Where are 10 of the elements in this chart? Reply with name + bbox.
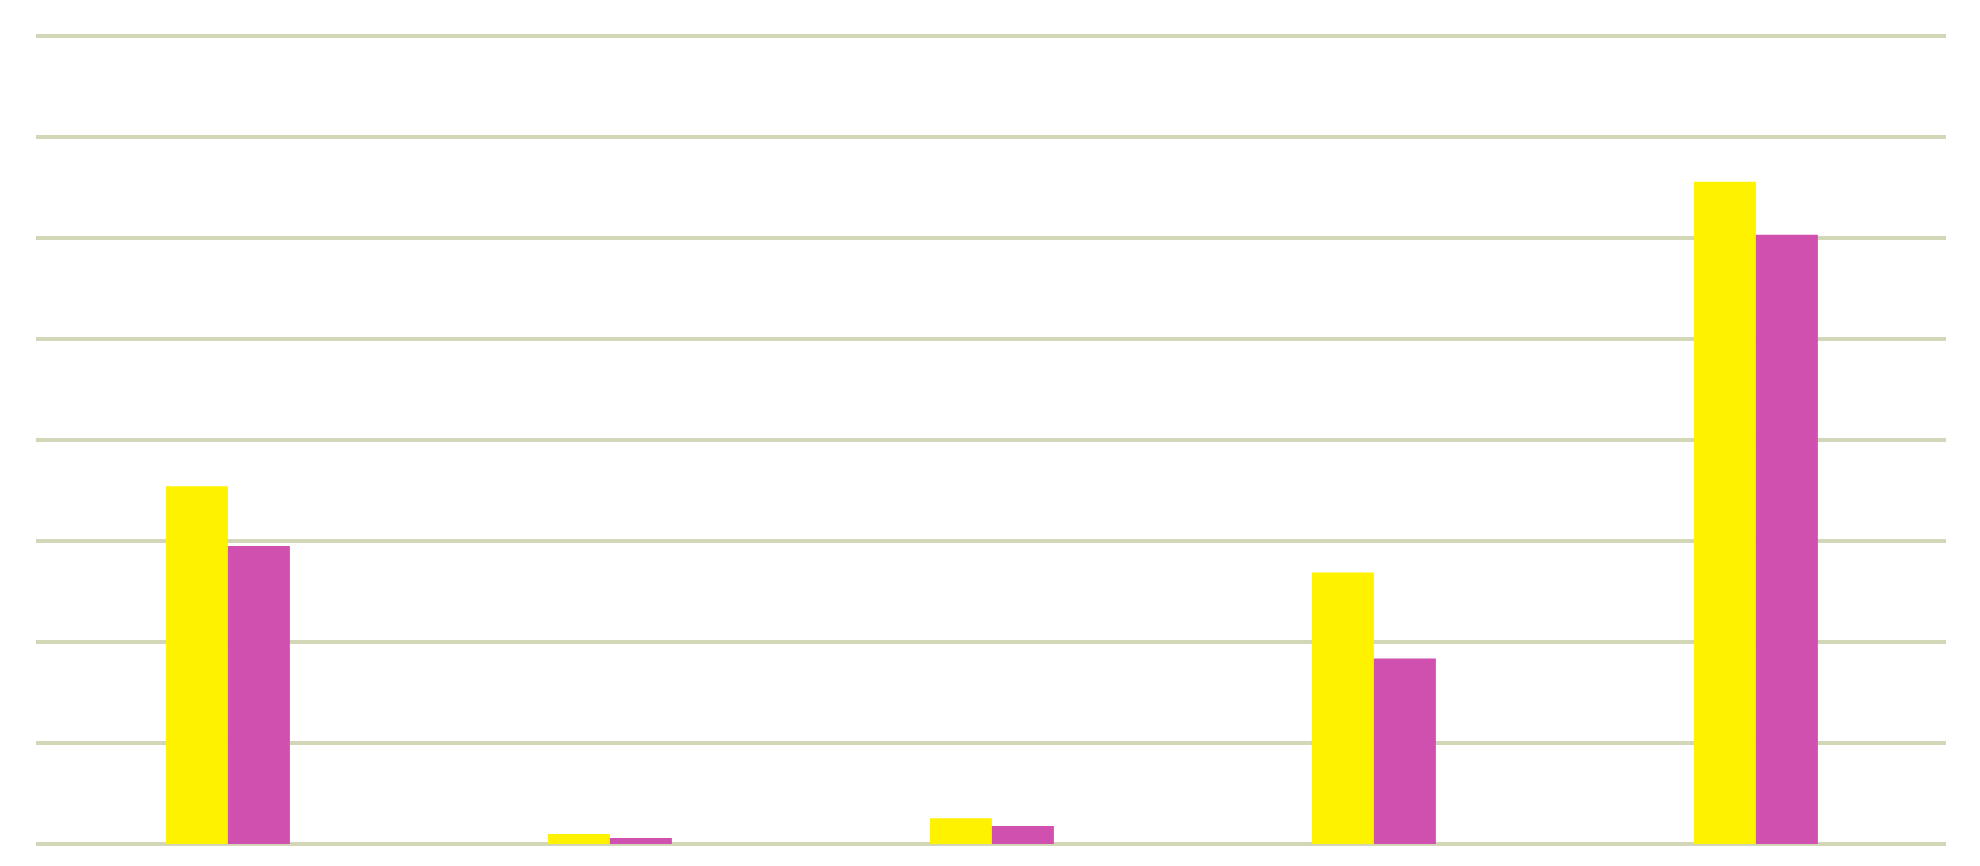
bar bbox=[1311, 572, 1374, 844]
bar bbox=[1373, 658, 1436, 844]
bar bbox=[1693, 181, 1756, 844]
bar bbox=[165, 486, 228, 844]
bar bbox=[929, 818, 992, 844]
bar bbox=[547, 834, 610, 844]
bar bbox=[1755, 234, 1818, 844]
bar bbox=[609, 838, 672, 844]
bar bbox=[227, 545, 290, 844]
bar bbox=[991, 826, 1054, 844]
